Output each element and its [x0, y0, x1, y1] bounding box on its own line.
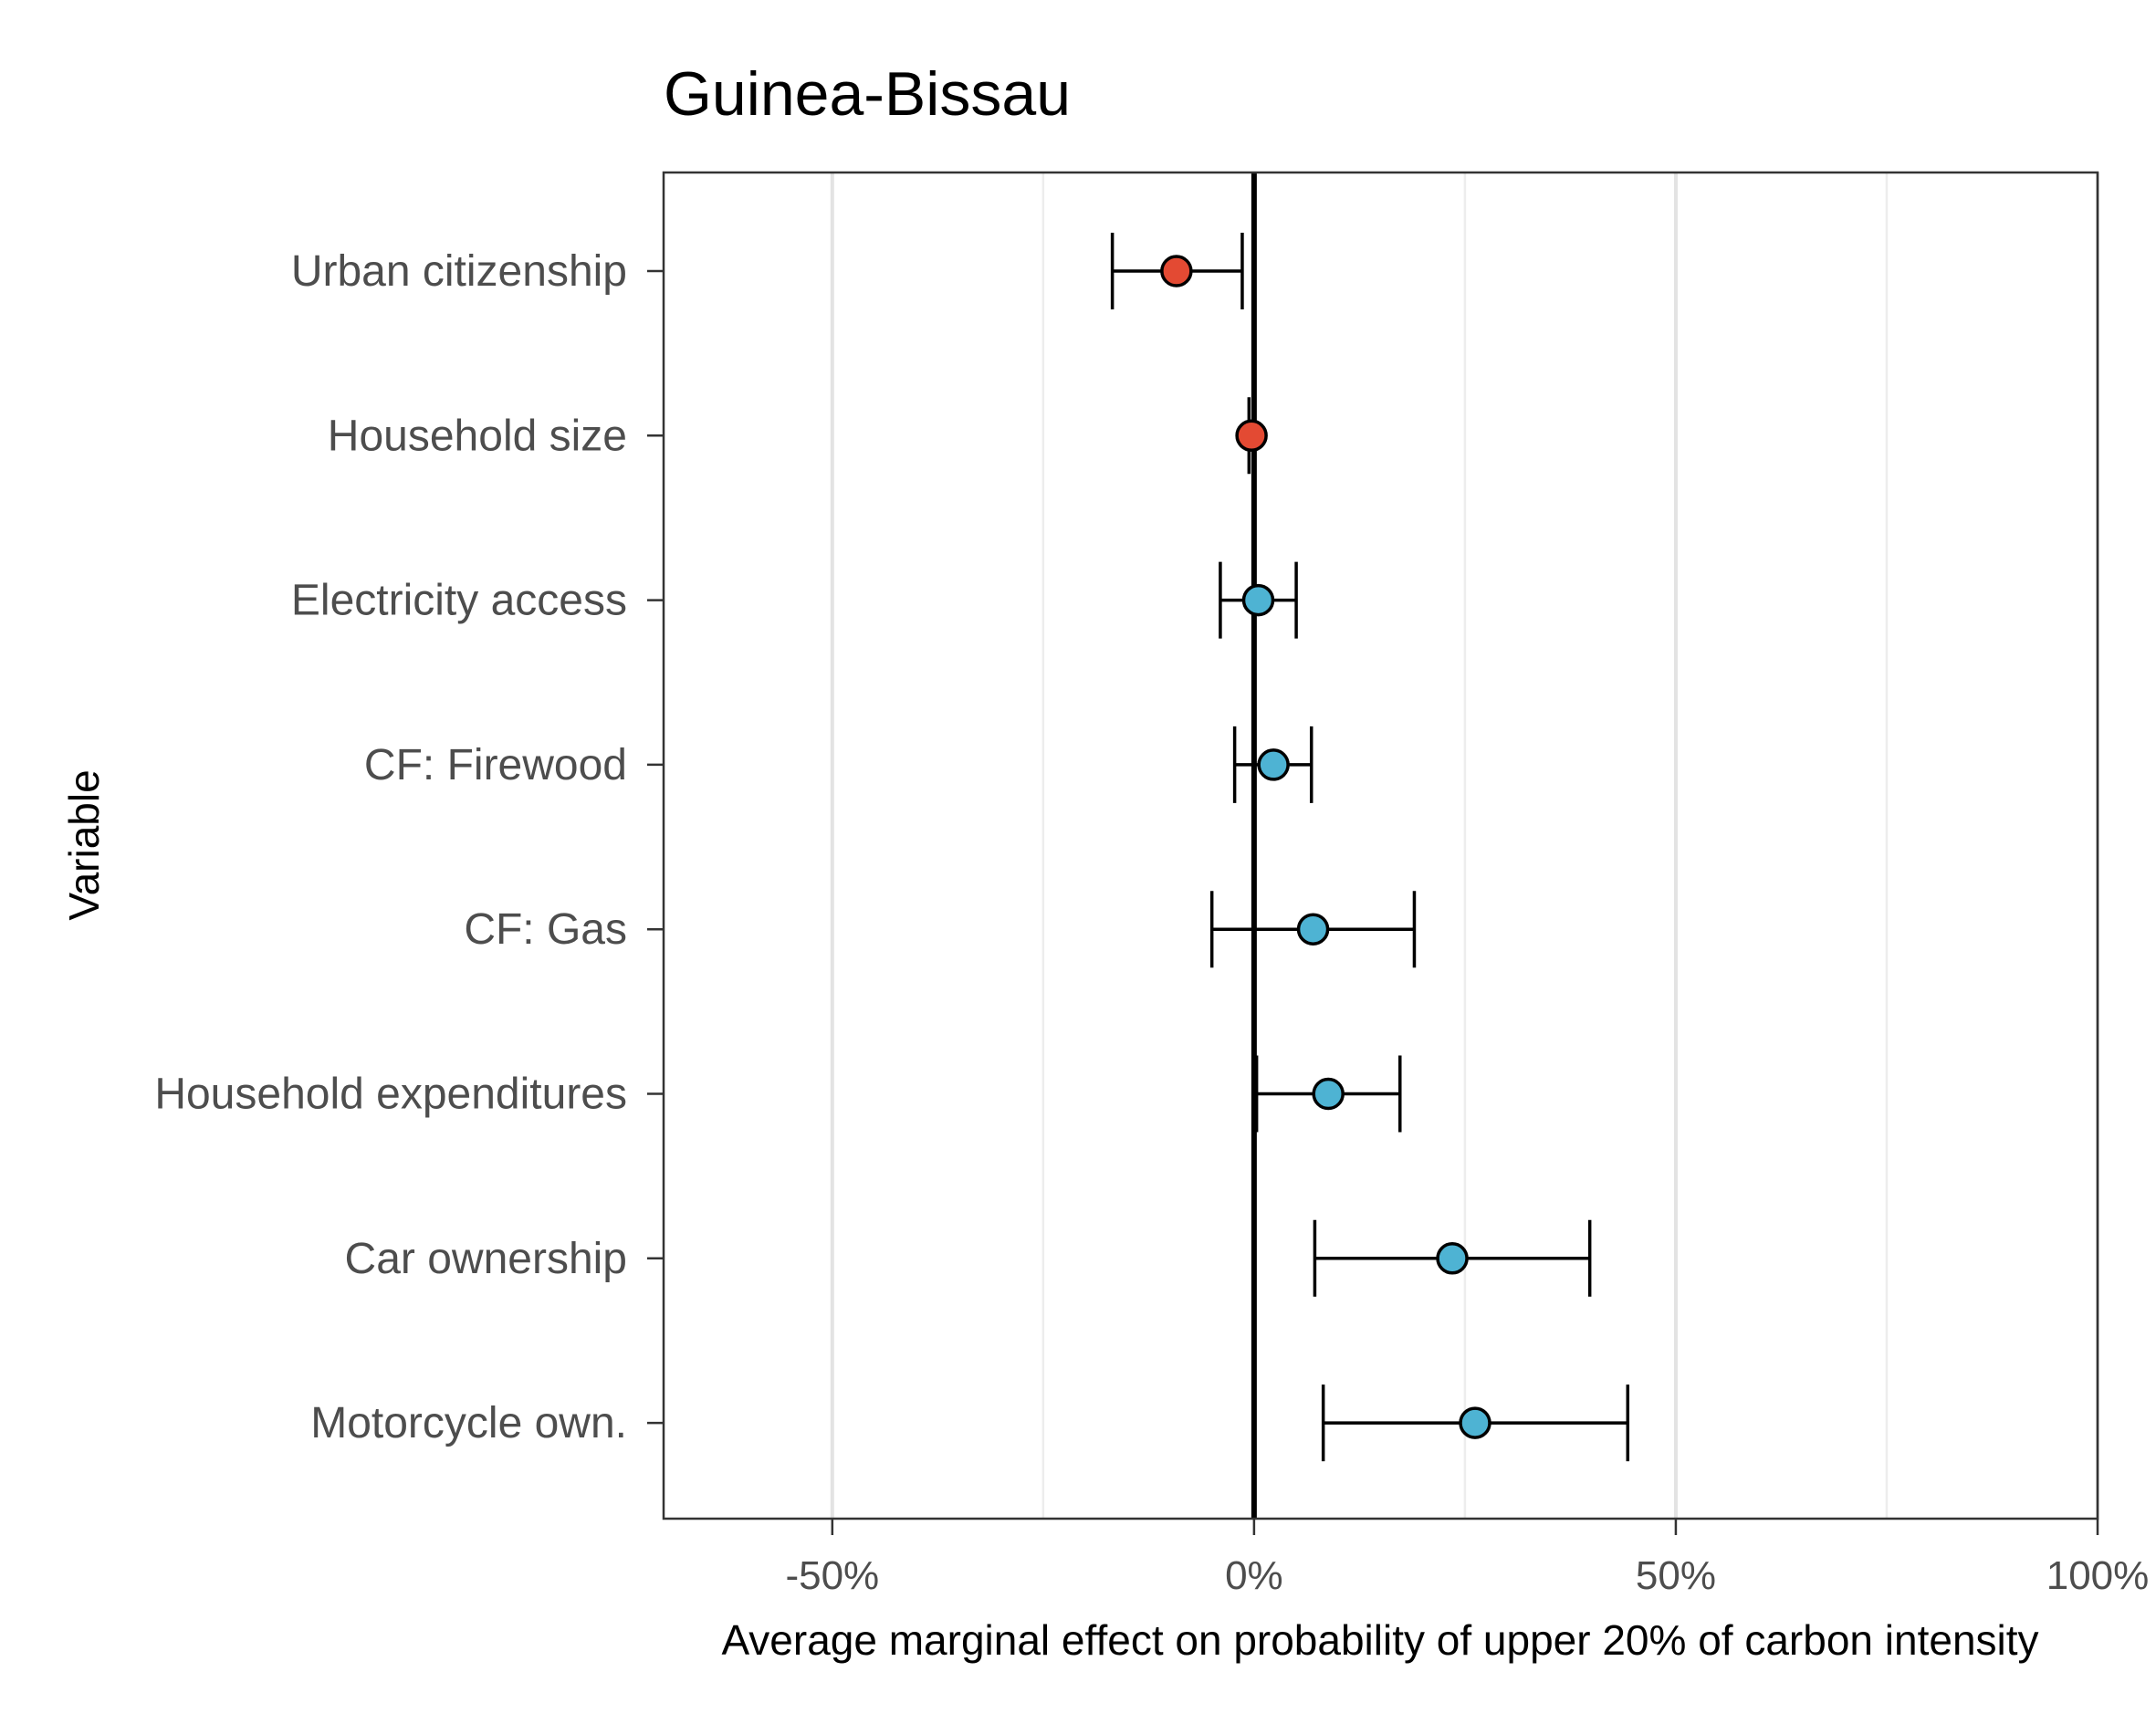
point-4	[1257, 748, 1290, 781]
grid	[830, 172, 2099, 1519]
y-axis-label: Variable	[60, 769, 108, 920]
plot-frame	[662, 171, 2099, 1520]
point-8	[1459, 1406, 1491, 1439]
marks	[1110, 233, 1630, 1462]
point-2	[1235, 419, 1268, 453]
y-tick-label-7: Car ownership	[345, 1235, 627, 1283]
x-tick-label-0: -50%	[785, 1553, 879, 1598]
point-5	[1296, 913, 1330, 946]
y-tick-label-1: Urban citizenship	[291, 247, 627, 296]
errorbar-5	[1209, 891, 1417, 968]
x-tick-label-1: 0%	[1225, 1553, 1283, 1598]
point-1	[1160, 255, 1193, 287]
point-3	[1241, 583, 1275, 617]
y-tick-label-3: Electricity access	[291, 577, 627, 625]
errorbar-6	[1254, 1055, 1402, 1133]
errorbar-2	[1235, 397, 1268, 475]
x-axis: -50% 0% 50% 100%	[785, 1519, 2149, 1598]
x-axis-label: Average marginal effect on probability o…	[721, 1616, 2038, 1664]
y-tick-label-6: Household expenditures	[154, 1071, 627, 1119]
errorbar-1	[1110, 233, 1244, 309]
errorbar-7	[1313, 1219, 1592, 1297]
x-tick-label-2: 50%	[1636, 1553, 1716, 1598]
point-7	[1436, 1242, 1469, 1275]
errorbar-4	[1232, 726, 1313, 803]
chart-title: Guinea-Bissau	[664, 59, 1071, 129]
x-tick-label-3: 100%	[2046, 1553, 2150, 1598]
y-tick-label-4: CF: Firewood	[364, 741, 627, 789]
y-axis: Urban citizenship Household size Electrici…	[154, 247, 664, 1447]
y-tick-label-8: Motorcycle own.	[310, 1399, 627, 1447]
y-tick-label-5: CF: Gas	[464, 905, 627, 954]
y-tick-label-2: Household size	[328, 412, 627, 460]
errorbar-8	[1321, 1384, 1630, 1462]
errorbar-3	[1219, 561, 1298, 639]
point-6	[1312, 1077, 1345, 1111]
